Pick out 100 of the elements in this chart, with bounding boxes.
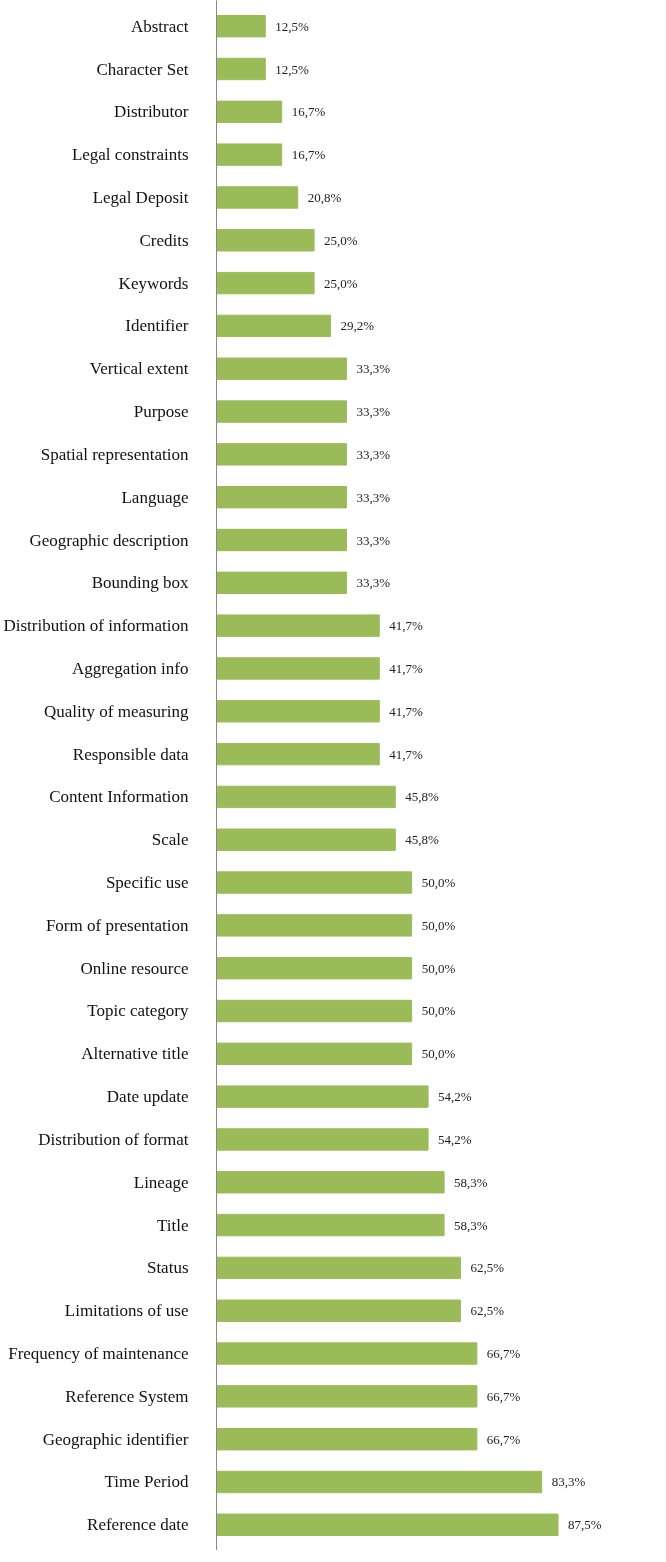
bar (216, 1213, 445, 1237)
bar (216, 14, 266, 38)
data-label: 33,3% (356, 575, 391, 591)
y-tick-label: Limitations of use (64, 1301, 189, 1321)
bar (216, 657, 380, 680)
data-label: 41,7% (389, 660, 424, 676)
y-tick-label: Scale (151, 830, 189, 850)
y-tick-label: Legal constraints (71, 145, 189, 165)
data-label: 29,2% (340, 318, 375, 334)
y-tick-label: Language (121, 487, 189, 507)
y-tick-label: Specific use (105, 873, 189, 893)
data-label: 12,5% (275, 18, 310, 34)
y-tick-label: Credits (139, 230, 189, 250)
bar (216, 914, 413, 937)
data-label: 50,0% (421, 1046, 456, 1062)
data-label: 33,3% (356, 446, 391, 462)
data-label: 33,3% (356, 489, 391, 505)
bar (216, 956, 413, 980)
bar (216, 1470, 543, 1494)
y-tick-label: Geographic identifier (42, 1429, 189, 1449)
data-label: 16,7% (291, 147, 326, 163)
data-label: 45,8% (405, 789, 440, 805)
bar (216, 785, 396, 809)
data-label: 33,3% (356, 404, 391, 420)
bar (216, 871, 413, 894)
y-tick-label: Keywords (118, 273, 189, 293)
bar (216, 700, 380, 723)
data-label: 87,5% (568, 1517, 602, 1533)
bar (216, 357, 347, 380)
bar (216, 57, 266, 81)
y-tick-label: Abstract (130, 16, 189, 36)
data-label: 50,0% (421, 960, 456, 976)
y-tick-label: Status (146, 1258, 189, 1278)
bar (216, 1256, 461, 1280)
y-tick-label: Date update (106, 1087, 189, 1107)
data-label: 50,0% (421, 875, 456, 891)
y-tick-label: Time Period (104, 1472, 189, 1492)
y-tick-label: Quality of measuring (44, 701, 189, 721)
y-tick-label: Responsible data (72, 744, 189, 764)
bar (216, 1342, 478, 1365)
bar (216, 143, 283, 166)
y-tick-label: Character Set (96, 59, 189, 79)
y-tick-label: Distribution of information (3, 616, 189, 636)
bar (216, 1427, 478, 1451)
data-label: 41,7% (389, 746, 424, 762)
bar (216, 614, 380, 637)
bar (216, 229, 315, 252)
bar (216, 443, 347, 466)
y-tick-label: Distribution of format (38, 1129, 189, 1149)
data-label: 62,5% (470, 1260, 505, 1276)
y-tick-label: Reference date (87, 1515, 189, 1535)
y-tick-label: Legal Deposit (92, 187, 189, 207)
bar (216, 1085, 429, 1108)
y-tick-label: Distributor (113, 102, 189, 122)
y-tick-label: Reference System (65, 1386, 189, 1406)
y-tick-label: Aggregation info (71, 658, 189, 678)
data-label: 66,7% (486, 1388, 521, 1404)
data-label: 20,8% (307, 189, 342, 205)
bar (216, 1513, 559, 1537)
data-label: 45,8% (405, 832, 440, 848)
data-label: 50,0% (421, 1003, 456, 1019)
data-label: 58,3% (454, 1217, 488, 1233)
y-tick-label: Identifier (125, 316, 189, 336)
y-tick-label: Spatial representation (40, 444, 189, 464)
y-tick-label: Vertical extent (89, 359, 189, 379)
data-label: 66,7% (486, 1431, 521, 1447)
bar (216, 1128, 429, 1151)
data-label: 33,3% (356, 532, 391, 548)
data-label: 41,7% (389, 703, 424, 719)
bar (216, 314, 331, 338)
bar (216, 100, 283, 124)
bar (216, 485, 347, 509)
data-label: 16,7% (291, 104, 326, 120)
y-tick-label: Content Information (49, 787, 189, 807)
y-tick-label: Purpose (133, 402, 189, 422)
y-tick-label: Geographic description (29, 530, 189, 550)
data-label: 33,3% (356, 361, 391, 377)
bar (216, 999, 413, 1023)
data-label: 62,5% (470, 1303, 505, 1319)
y-tick-label: Title (157, 1215, 189, 1235)
data-label: 58,3% (454, 1174, 488, 1190)
data-label: 66,7% (486, 1346, 521, 1362)
bar (216, 742, 380, 766)
y-tick-label: Frequency of maintenance (8, 1344, 189, 1364)
data-label: 25,0% (324, 275, 358, 291)
y-tick-label: Bounding box (91, 573, 189, 593)
y-tick-label: Alternative title (81, 1044, 189, 1064)
bar (216, 400, 347, 423)
y-tick-label: Topic category (87, 1001, 189, 1021)
y-tick-label: Lineage (133, 1172, 189, 1192)
data-label: 41,7% (389, 618, 424, 634)
data-label: 54,2% (438, 1089, 472, 1105)
bar (216, 1385, 478, 1408)
bar (216, 528, 347, 552)
y-tick-label: Online resource (80, 958, 189, 978)
y-tick-label: Form of presentation (45, 915, 189, 935)
bar (216, 271, 315, 295)
bar (216, 1042, 413, 1066)
data-label: 25,0% (324, 232, 358, 248)
data-label: 54,2% (438, 1131, 472, 1147)
